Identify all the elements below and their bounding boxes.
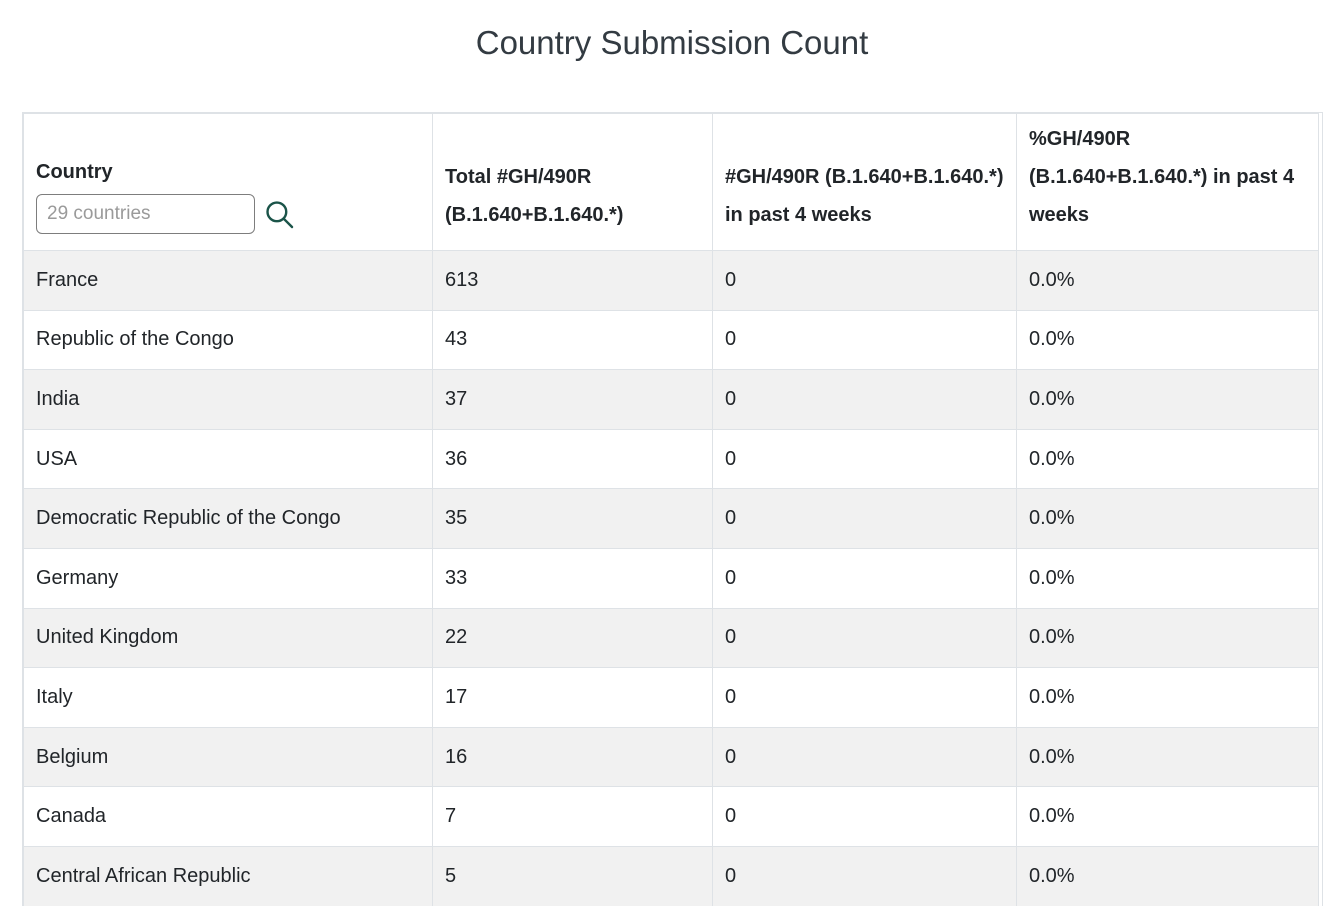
cell-past4w: 0 (712, 309, 1017, 371)
column-header-total-label: Total #GH/490R (B.1.640+B.1.640.*) (445, 166, 624, 226)
table-row: France 613 0 0.0% (23, 250, 1319, 311)
cell-country: Italy (23, 667, 433, 728)
cell-country: USA (23, 428, 433, 490)
cell-total: 613 (432, 250, 713, 311)
cell-total: 35 (432, 488, 713, 549)
cell-total: 22 (432, 607, 713, 669)
table-body: France 613 0 0.0% Republic of the Congo … (23, 250, 1319, 906)
country-submission-table-container: Country Total #GH/490R (B.1.640+B.1.640.… (22, 112, 1323, 906)
table-row: Republic of the Congo 43 0 0.0% (23, 309, 1319, 371)
column-header-pct4w: %GH/490R (B.1.640+B.1.640.*) in past 4 w… (1016, 113, 1319, 251)
column-header-past4w-label: #GH/490R (B.1.640+B.1.640.*) in past 4 w… (725, 166, 1004, 226)
country-search (36, 194, 420, 234)
cell-country: Canada (23, 786, 433, 847)
column-header-total: Total #GH/490R (B.1.640+B.1.640.*) (432, 113, 713, 251)
cell-country: India (23, 369, 433, 430)
column-header-country: Country (23, 113, 433, 251)
column-header-country-label: Country (36, 161, 113, 183)
table-row: United Kingdom 22 0 0.0% (23, 607, 1319, 669)
cell-past4w: 0 (712, 607, 1017, 669)
cell-country: Germany (23, 547, 433, 609)
cell-past4w: 0 (712, 250, 1017, 311)
table-row: Democratic Republic of the Congo 35 0 0.… (23, 488, 1319, 549)
cell-past4w: 0 (712, 667, 1017, 728)
cell-country: Democratic Republic of the Congo (23, 488, 433, 549)
magnifier-icon[interactable] (262, 197, 296, 231)
cell-past4w: 0 (712, 547, 1017, 609)
cell-past4w: 0 (712, 786, 1017, 847)
country-submission-table: Country Total #GH/490R (B.1.640+B.1.640.… (23, 113, 1319, 906)
cell-past4w: 0 (712, 369, 1017, 430)
cell-pct4w: 0.0% (1016, 309, 1319, 371)
table-header: Country Total #GH/490R (B.1.640+B.1.640.… (23, 113, 1319, 251)
cell-past4w: 0 (712, 488, 1017, 549)
table-row: Canada 7 0 0.0% (23, 786, 1319, 847)
cell-total: 17 (432, 667, 713, 728)
cell-pct4w: 0.0% (1016, 547, 1319, 609)
cell-pct4w: 0.0% (1016, 667, 1319, 728)
table-row: USA 36 0 0.0% (23, 428, 1319, 490)
table-row: Italy 17 0 0.0% (23, 667, 1319, 728)
table-row: Central African Republic 5 0 0.0% (23, 845, 1319, 906)
cell-past4w: 0 (712, 428, 1017, 490)
cell-pct4w: 0.0% (1016, 488, 1319, 549)
cell-pct4w: 0.0% (1016, 428, 1319, 490)
cell-total: 37 (432, 369, 713, 430)
cell-pct4w: 0.0% (1016, 786, 1319, 847)
header-row: Country Total #GH/490R (B.1.640+B.1.640.… (23, 113, 1319, 251)
cell-pct4w: 0.0% (1016, 369, 1319, 430)
cell-country: Republic of the Congo (23, 309, 433, 371)
cell-pct4w: 0.0% (1016, 607, 1319, 669)
cell-past4w: 0 (712, 845, 1017, 906)
cell-total: 7 (432, 786, 713, 847)
cell-country: Belgium (23, 726, 433, 788)
cell-total: 43 (432, 309, 713, 371)
cell-total: 33 (432, 547, 713, 609)
cell-total: 5 (432, 845, 713, 906)
column-header-past4w: #GH/490R (B.1.640+B.1.640.*) in past 4 w… (712, 113, 1017, 251)
cell-total: 36 (432, 428, 713, 490)
table-row: India 37 0 0.0% (23, 369, 1319, 430)
cell-pct4w: 0.0% (1016, 250, 1319, 311)
cell-pct4w: 0.0% (1016, 845, 1319, 906)
cell-past4w: 0 (712, 726, 1017, 788)
country-search-input[interactable] (36, 194, 255, 234)
table-row: Germany 33 0 0.0% (23, 547, 1319, 609)
cell-country: France (23, 250, 433, 311)
table-row: Belgium 16 0 0.0% (23, 726, 1319, 788)
column-header-pct4w-label: %GH/490R (B.1.640+B.1.640.*) in past 4 w… (1029, 128, 1295, 226)
cell-pct4w: 0.0% (1016, 726, 1319, 788)
cell-country: Central African Republic (23, 845, 433, 906)
page-title: Country Submission Count (475, 24, 869, 61)
cell-country: United Kingdom (23, 607, 433, 669)
cell-total: 16 (432, 726, 713, 788)
